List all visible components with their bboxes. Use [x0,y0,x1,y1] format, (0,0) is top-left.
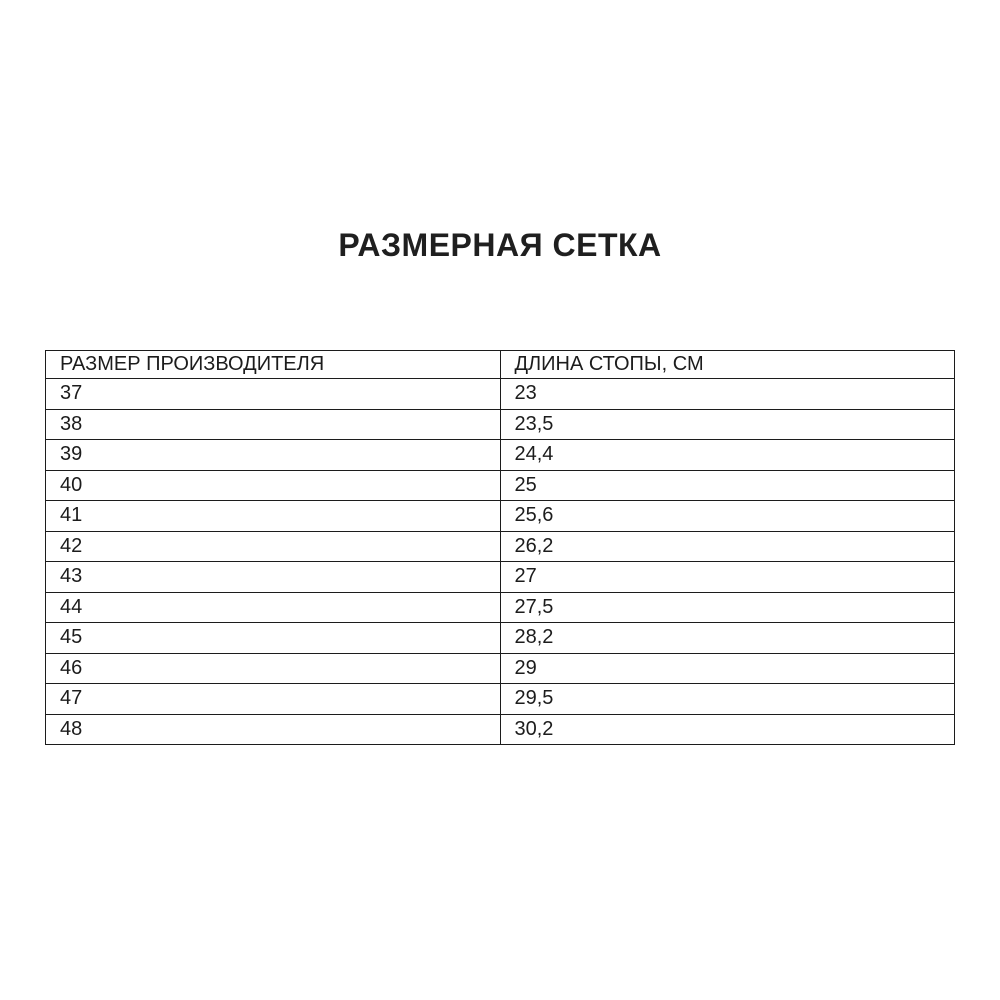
table-header-row: РАЗМЕР ПРОИЗВОДИТЕЛЯ ДЛИНА СТОПЫ, СМ [45,350,955,379]
table-cell: 27 [499,561,955,593]
column-header-foot-length: ДЛИНА СТОПЫ, СМ [499,350,955,379]
table-row: 41 25,6 [45,500,955,532]
table-cell: 40 [45,469,501,501]
table-cell: 46 [45,652,501,684]
table-row: 46 29 [45,652,955,684]
table-cell: 41 [45,500,501,532]
table-row: 43 27 [45,561,955,593]
table-cell: 30,2 [499,713,955,745]
table-cell: 25 [499,469,955,501]
table-cell: 29,5 [499,683,955,715]
page-title: РАЗМЕРНАЯ СЕТКА [338,227,662,263]
size-table: РАЗМЕР ПРОИЗВОДИТЕЛЯ ДЛИНА СТОПЫ, СМ 37 2… [45,350,955,745]
table-cell: 29 [499,652,955,684]
table-cell: 28,2 [499,622,955,654]
table-row: 42 26,2 [45,530,955,562]
table-cell: 43 [45,561,501,593]
table-row: 45 28,2 [45,622,955,654]
table-row: 38 23,5 [45,408,955,440]
table-row: 48 30,2 [45,713,955,745]
table-cell: 37 [45,378,501,410]
table-cell: 26,2 [499,530,955,562]
table-cell: 23,5 [499,408,955,440]
table-cell: 47 [45,683,501,715]
table-cell: 27,5 [499,591,955,623]
table-row: 44 27,5 [45,591,955,623]
table-cell: 42 [45,530,501,562]
table-row: 39 24,4 [45,439,955,471]
table-cell: 25,6 [499,500,955,532]
table-body: 37 23 38 23,5 39 24,4 40 25 41 25,6 42 26,2 43 27 44 27… [45,378,955,745]
table-cell: 23 [499,378,955,410]
table-row: 40 25 [45,469,955,501]
table-cell: 38 [45,408,501,440]
table-cell: 48 [45,713,501,745]
table-cell: 39 [45,439,501,471]
table-row: 47 29,5 [45,683,955,715]
table-row: 37 23 [45,378,955,410]
table-cell: 45 [45,622,501,654]
column-header-manufacturer-size: РАЗМЕР ПРОИЗВОДИТЕЛЯ [45,350,501,379]
table-cell: 44 [45,591,501,623]
table-cell: 24,4 [499,439,955,471]
